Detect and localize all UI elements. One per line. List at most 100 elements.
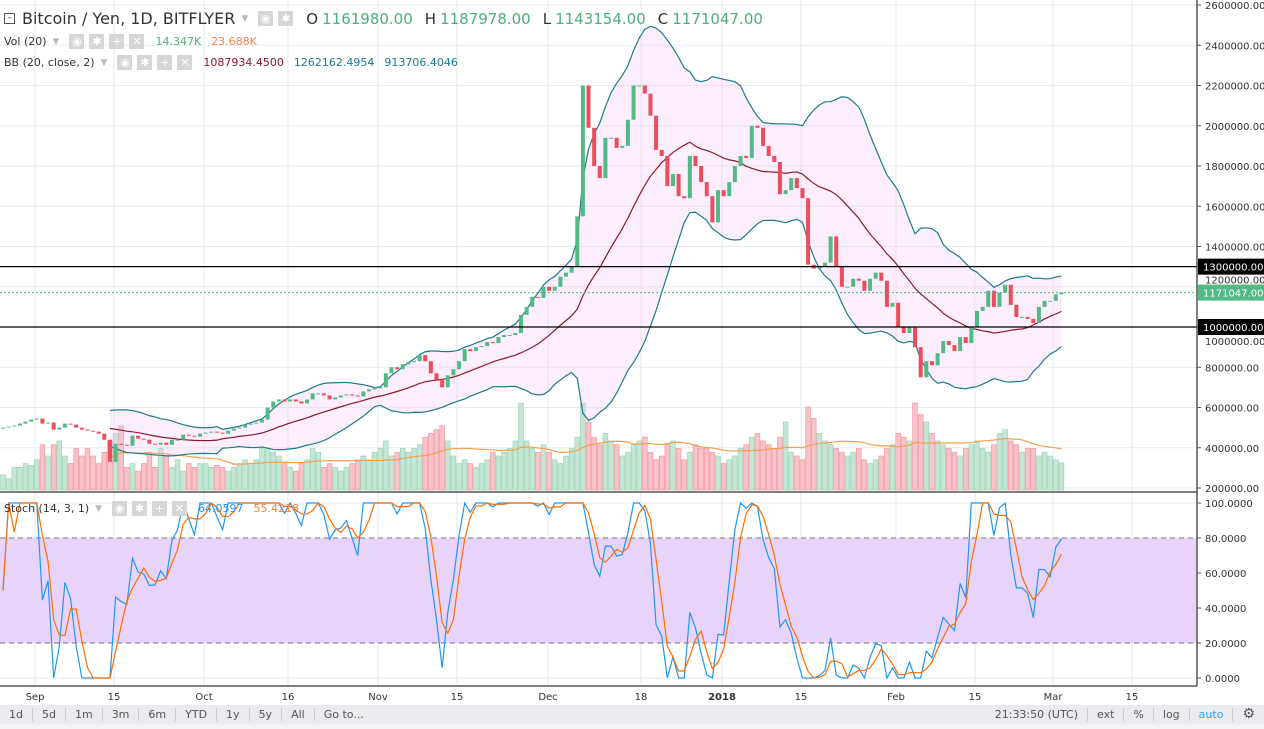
volume-bar [732, 455, 738, 491]
volume-bar [174, 459, 181, 491]
candle [113, 443, 118, 462]
plus-icon[interactable]: + [157, 55, 173, 70]
candle [699, 166, 704, 183]
candle [828, 236, 833, 263]
gear-icon[interactable]: ⚙ [1242, 706, 1255, 722]
chevron-down-icon[interactable]: ▼ [52, 36, 60, 47]
range-ytd-button[interactable]: YTD [176, 708, 218, 721]
candle [248, 423, 253, 425]
volume-bar [399, 448, 406, 491]
close-icon[interactable]: ✕ [129, 34, 145, 49]
candle [34, 418, 39, 420]
price-chart[interactable]: 2600000.00 2400000.00 2200000.00 2000000.00… [0, 0, 1264, 705]
eye-icon[interactable]: ◉ [117, 55, 133, 70]
eye-icon[interactable]: ◉ [258, 11, 274, 26]
volume-bar [540, 444, 547, 491]
candle [693, 155, 698, 166]
volume-bar [1036, 455, 1042, 491]
candle [119, 443, 124, 445]
chevron-down-icon[interactable]: ▼ [241, 13, 249, 24]
log-button[interactable]: log [1154, 708, 1190, 721]
volume-bar [608, 440, 614, 491]
time-tick-label: Oct [195, 692, 212, 703]
gear-icon[interactable]: ✱ [137, 55, 153, 70]
volume-bar [439, 425, 445, 491]
candle [918, 347, 923, 378]
clock-time[interactable]: 21:33:50 (UTC) [986, 708, 1089, 721]
volume-bar [878, 455, 885, 491]
chevron-down-icon[interactable]: ▼ [95, 503, 103, 514]
gear-icon[interactable]: ✱ [89, 34, 105, 49]
candle [276, 399, 281, 402]
volume-bar [625, 451, 631, 491]
close-icon[interactable]: ✕ [177, 55, 193, 70]
volume-bar [191, 467, 198, 491]
candle [299, 401, 304, 404]
bb-upper-value: 1262162.4954 [293, 56, 375, 69]
last-price-label: 1171047.00 [1203, 289, 1263, 300]
volume-bar [602, 433, 609, 491]
volume-bar [445, 440, 451, 491]
candle [597, 166, 602, 179]
volume-bar [180, 470, 186, 491]
volume-bar [551, 459, 558, 491]
volume-bar [861, 459, 868, 491]
volume-bar [816, 433, 823, 491]
range-1m-button[interactable]: 1m [66, 708, 103, 721]
volume-name[interactable]: Vol (20) [4, 35, 47, 48]
candle [366, 389, 371, 392]
plus-icon[interactable]: + [109, 34, 125, 49]
candle [958, 337, 963, 352]
ext-button[interactable]: ext [1088, 708, 1125, 721]
volume-bar [1041, 451, 1048, 491]
volume-bar [371, 451, 378, 491]
volume-bar [844, 455, 851, 491]
goto-button[interactable]: Go to... [323, 708, 364, 721]
volume-bar [259, 448, 265, 491]
volume-bar [73, 448, 79, 491]
plus-icon[interactable]: + [152, 501, 168, 516]
candle [1025, 316, 1030, 319]
eye-icon[interactable]: ◉ [112, 501, 128, 516]
candle [766, 145, 771, 156]
close-value: 1171047.00 [672, 9, 763, 28]
candle [91, 430, 96, 432]
percent-button[interactable]: % [1124, 708, 1154, 721]
range-3m-button[interactable]: 3m [103, 708, 140, 721]
range-5y-button[interactable]: 5y [250, 708, 283, 721]
auto-button[interactable]: auto [1190, 708, 1234, 721]
candle [198, 433, 203, 437]
candle [1020, 316, 1025, 318]
range-1d-button[interactable]: 1d [0, 708, 33, 721]
volume-bar [810, 417, 817, 491]
close-icon[interactable]: ✕ [172, 501, 188, 516]
volume-bar [17, 467, 23, 491]
bb-name[interactable]: BB (20, close, 2) [4, 56, 95, 69]
collapse-icon[interactable]: – [4, 13, 15, 24]
candle [62, 423, 67, 428]
candle [389, 367, 394, 374]
volume-bar [214, 465, 220, 491]
chevron-down-icon[interactable]: ▼ [100, 57, 108, 68]
gear-icon[interactable]: ✱ [278, 11, 294, 26]
high-value: 1187978.00 [440, 9, 531, 28]
eye-icon[interactable]: ◉ [69, 34, 85, 49]
gear-icon[interactable]: ✱ [132, 501, 148, 516]
candle [169, 439, 174, 445]
stoch-name[interactable]: Stoch (14, 3, 1) [4, 502, 90, 515]
symbol-title[interactable]: Bitcoin / Yen, 1D, BITFLYER [22, 9, 236, 28]
candle [85, 429, 90, 431]
candle [411, 361, 416, 363]
volume-bar [39, 444, 46, 491]
volume-bar [141, 463, 147, 491]
range-all-button[interactable]: All [282, 708, 315, 721]
volume-bar [985, 451, 991, 491]
volume-bar [473, 467, 479, 491]
range-6m-button[interactable]: 6m [139, 708, 177, 721]
range-5d-button[interactable]: 5d [33, 708, 66, 721]
volume-bar [366, 459, 372, 491]
volume-bar [360, 455, 367, 491]
volume-bar [231, 467, 237, 491]
candle [164, 442, 169, 445]
range-1y-button[interactable]: 1y [217, 708, 250, 721]
